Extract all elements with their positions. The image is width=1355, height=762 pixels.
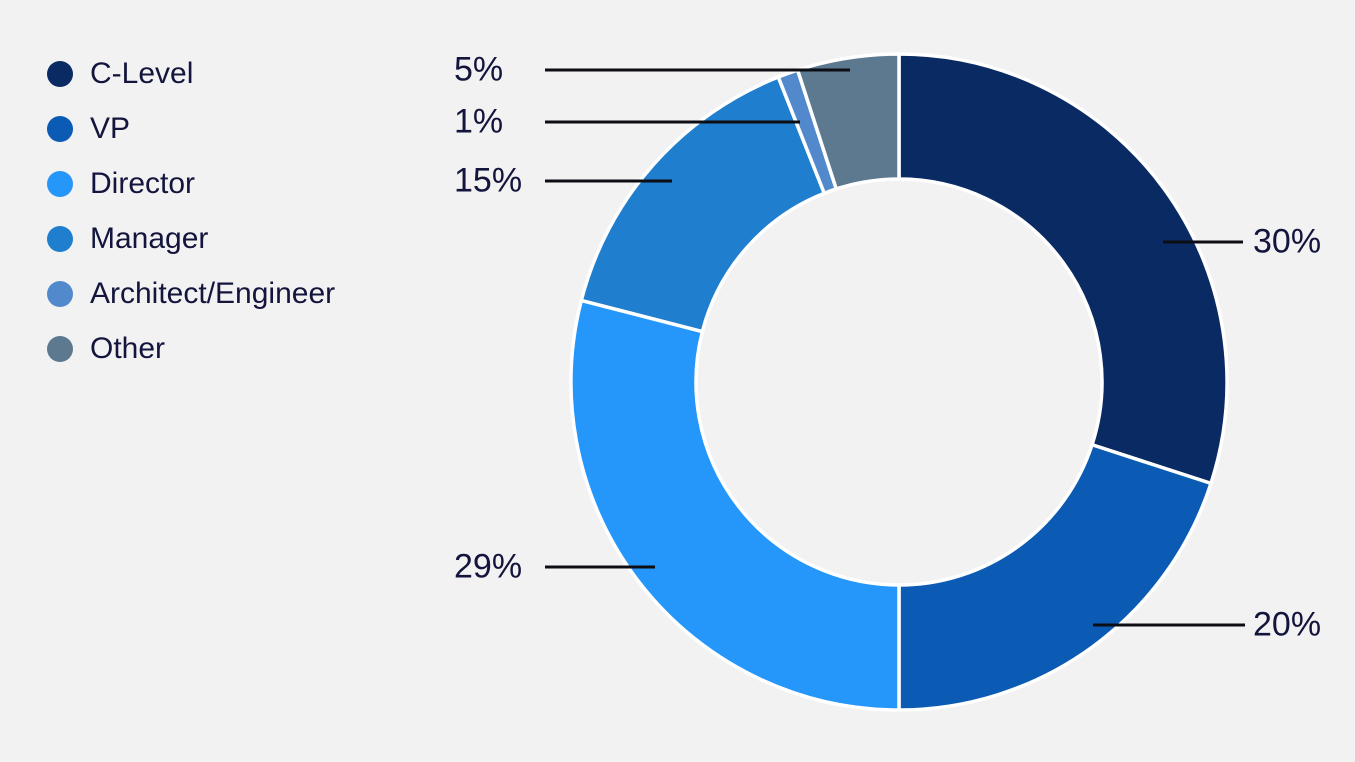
donut-segment-director (569, 298, 901, 712)
legend-label: Other (90, 331, 166, 365)
legend-label: VP (90, 111, 131, 145)
legend-swatch-c-level (47, 60, 73, 87)
callout-label-vp: 20% (1253, 605, 1322, 644)
legend-item-director: Director (47, 156, 335, 211)
legend-item-c-level: C-Level (47, 46, 335, 101)
legend-swatch-director (47, 170, 73, 197)
legend-item-manager: Manager (47, 211, 335, 266)
legend-label: Director (90, 166, 196, 200)
callout-label-c-level: 30% (1253, 222, 1322, 261)
callout-label-other: 5% (454, 50, 504, 89)
legend-swatch-vp (47, 115, 73, 142)
legend: C-Level VP Director Manager Architect/Engine… (47, 46, 335, 376)
legend-item-other: Other (47, 321, 335, 376)
legend-swatch-other (47, 335, 73, 362)
donut-segment-manager (579, 75, 827, 334)
donut-segment-vp (897, 442, 1213, 712)
legend-item-architect-engineer: Architect/Engineer (47, 266, 335, 321)
legend-label: Architect/Engineer (90, 276, 336, 310)
callout-label-director: 29% (454, 547, 523, 586)
legend-swatch-architect-engineer (47, 280, 73, 307)
callout-label-architect-engineer: 1% (454, 102, 504, 141)
legend-label: Manager (90, 221, 209, 255)
legend-item-vp: VP (47, 101, 335, 156)
legend-swatch-manager (47, 225, 73, 252)
donut-segment-other (795, 52, 901, 191)
callout-label-manager: 15% (454, 161, 523, 200)
donut-segment-c-level (897, 52, 1229, 486)
legend-label: C-Level (90, 56, 194, 90)
